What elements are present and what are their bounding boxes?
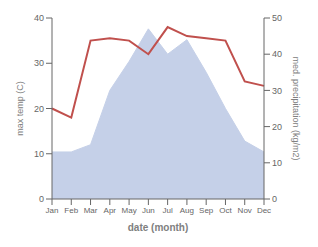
svg-text:Sep: Sep xyxy=(199,206,214,215)
svg-text:20: 20 xyxy=(34,104,44,114)
svg-text:med. precipitation (kg/m2): med. precipitation (kg/m2) xyxy=(291,56,301,160)
svg-text:Aug: Aug xyxy=(180,206,194,215)
svg-text:0: 0 xyxy=(39,194,44,204)
svg-text:max temp (C): max temp (C) xyxy=(15,81,25,136)
svg-text:40: 40 xyxy=(272,49,282,59)
svg-text:30: 30 xyxy=(272,86,282,96)
svg-text:Mar: Mar xyxy=(84,206,98,215)
svg-text:Dec: Dec xyxy=(257,206,271,215)
svg-text:40: 40 xyxy=(34,13,44,23)
svg-text:20: 20 xyxy=(272,122,282,132)
svg-text:Jul: Jul xyxy=(163,206,173,215)
svg-text:10: 10 xyxy=(272,158,282,168)
svg-text:Apr: Apr xyxy=(104,206,117,215)
svg-text:Jan: Jan xyxy=(46,206,59,215)
svg-text:May: May xyxy=(122,206,137,215)
svg-text:Jun: Jun xyxy=(142,206,155,215)
svg-text:0: 0 xyxy=(272,194,277,204)
svg-text:50: 50 xyxy=(272,13,282,23)
svg-text:10: 10 xyxy=(34,149,44,159)
svg-text:30: 30 xyxy=(34,58,44,68)
svg-text:Nov: Nov xyxy=(238,206,252,215)
svg-text:Oct: Oct xyxy=(219,206,232,215)
svg-text:date (month): date (month) xyxy=(128,222,189,233)
svg-text:Feb: Feb xyxy=(64,206,78,215)
